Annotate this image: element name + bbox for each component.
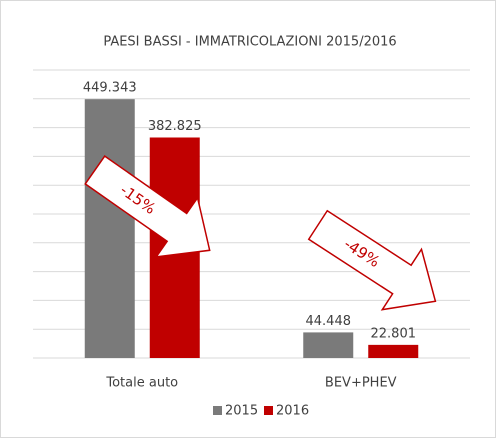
arrow-shape [307,209,437,311]
arrow-shape [84,155,211,258]
legend-label: 2015 [225,404,258,419]
bar [368,344,419,358]
data-label: 382.825 [148,119,202,134]
data-label: 449.343 [83,81,137,96]
legend-label: 2016 [276,404,309,419]
bar [303,332,354,358]
chart-title: PAESI BASSI - IMMATRICOLAZIONI 2015/2016 [103,35,396,50]
legend-swatch [213,406,222,415]
legend-swatch [264,406,273,415]
x-tick-label: BEV+PHEV [325,376,397,391]
data-label: 44.448 [306,314,352,329]
x-tick-label: Totale auto [105,376,178,391]
bar [84,99,135,358]
data-label: 22.801 [371,326,417,341]
